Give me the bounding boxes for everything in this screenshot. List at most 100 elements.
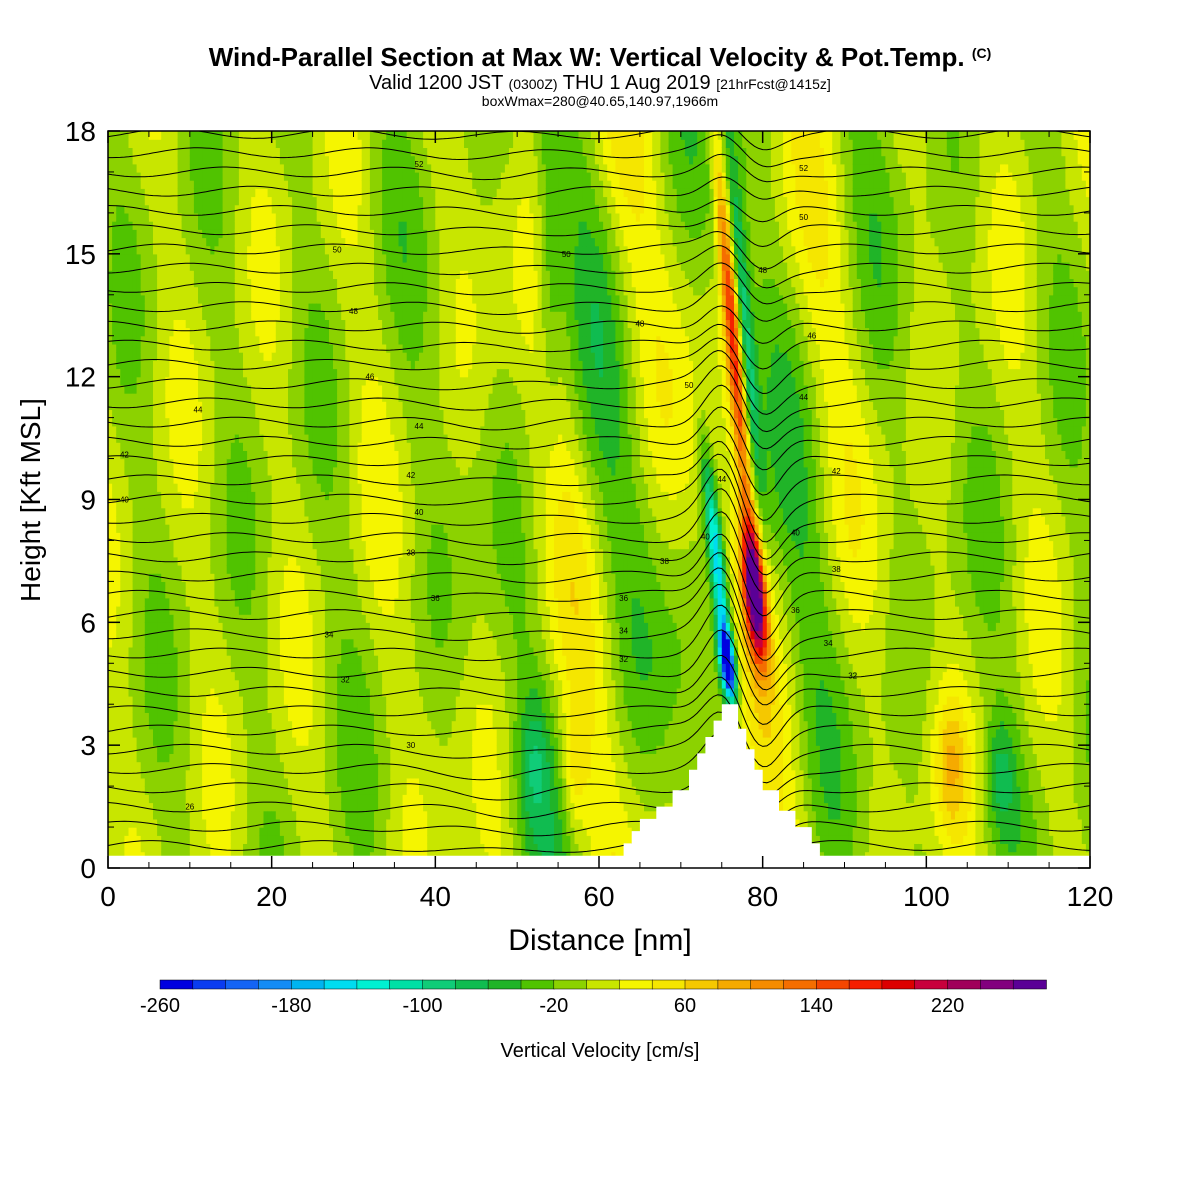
- w-cell: [120, 647, 125, 656]
- w-cell: [284, 442, 289, 451]
- w-cell: [169, 319, 174, 328]
- w-cell: [300, 549, 305, 558]
- w-cell: [202, 246, 207, 255]
- w-cell: [174, 794, 179, 803]
- w-cell: [259, 459, 264, 468]
- w-cell: [141, 819, 146, 828]
- w-cell: [161, 688, 166, 697]
- w-cell: [284, 770, 289, 779]
- w-cell: [276, 336, 281, 345]
- w-cell: [149, 131, 154, 140]
- w-cell: [313, 770, 318, 779]
- w-cell: [255, 803, 260, 812]
- w-cell: [235, 352, 240, 361]
- w-cell: [235, 278, 240, 287]
- w-cell: [157, 270, 162, 279]
- w-cell: [313, 197, 318, 206]
- w-cell: [145, 508, 150, 517]
- w-cell: [133, 393, 138, 402]
- w-cell: [227, 369, 232, 378]
- w-cell: [288, 483, 293, 492]
- w-cell: [182, 197, 187, 206]
- w-cell: [149, 778, 154, 787]
- w-cell: [280, 270, 285, 279]
- w-cell: [165, 164, 170, 173]
- w-cell: [231, 827, 236, 836]
- w-cell: [129, 794, 134, 803]
- w-cell: [304, 631, 309, 640]
- w-cell: [264, 540, 269, 549]
- w-cell: [182, 418, 187, 427]
- w-cell: [206, 663, 211, 672]
- w-cell: [182, 213, 187, 222]
- w-cell: [202, 450, 207, 459]
- w-cell: [321, 131, 326, 140]
- w-cell: [251, 328, 256, 337]
- w-cell: [157, 164, 162, 173]
- w-cell: [137, 500, 142, 509]
- w-cell: [133, 401, 138, 410]
- w-cell: [182, 172, 187, 181]
- w-cell: [264, 835, 269, 844]
- w-cell: [120, 524, 125, 533]
- w-cell: [309, 819, 314, 828]
- w-cell: [214, 680, 219, 689]
- w-cell: [194, 549, 199, 558]
- w-cell: [288, 418, 293, 427]
- w-cell: [190, 336, 195, 345]
- w-cell: [112, 229, 117, 238]
- w-cell: [219, 303, 224, 312]
- w-cell: [235, 172, 240, 181]
- w-cell: [231, 598, 236, 607]
- w-cell: [174, 663, 179, 672]
- w-cell: [235, 360, 240, 369]
- w-cell: [120, 786, 125, 795]
- w-cell: [145, 704, 150, 713]
- w-cell: [239, 590, 244, 599]
- w-cell: [247, 516, 252, 525]
- w-cell: [227, 172, 232, 181]
- w-cell: [116, 540, 121, 549]
- w-cell: [317, 295, 322, 304]
- w-cell: [223, 139, 228, 148]
- w-cell: [313, 794, 318, 803]
- w-cell: [124, 655, 129, 664]
- w-cell: [202, 712, 207, 721]
- w-cell: [157, 385, 162, 394]
- w-cell: [112, 401, 117, 410]
- w-cell: [317, 360, 322, 369]
- w-cell: [223, 549, 228, 558]
- w-cell: [210, 393, 215, 402]
- w-cell: [325, 139, 330, 148]
- w-cell: [264, 721, 269, 730]
- w-cell: [239, 557, 244, 566]
- w-cell: [239, 238, 244, 247]
- w-cell: [255, 778, 260, 787]
- w-cell: [251, 221, 256, 230]
- w-cell: [309, 508, 314, 517]
- w-cell: [145, 278, 150, 287]
- w-cell: [116, 238, 121, 247]
- w-cell: [255, 442, 260, 451]
- w-cell: [247, 843, 252, 852]
- w-cell: [178, 131, 183, 140]
- w-cell: [153, 794, 158, 803]
- w-cell: [157, 647, 162, 656]
- w-cell: [202, 401, 207, 410]
- w-cell: [153, 450, 158, 459]
- w-cell: [292, 188, 297, 197]
- w-cell: [129, 467, 134, 476]
- w-cell: [210, 680, 215, 689]
- w-cell: [178, 745, 183, 754]
- w-cell: [317, 213, 322, 222]
- w-cell: [317, 467, 322, 476]
- w-cell: [194, 794, 199, 803]
- w-cell: [239, 197, 244, 206]
- w-cell: [178, 680, 183, 689]
- w-cell: [227, 843, 232, 852]
- w-cell: [329, 549, 334, 558]
- w-cell: [198, 696, 203, 705]
- w-cell: [169, 238, 174, 247]
- w-cell: [284, 835, 289, 844]
- w-cell: [112, 238, 117, 247]
